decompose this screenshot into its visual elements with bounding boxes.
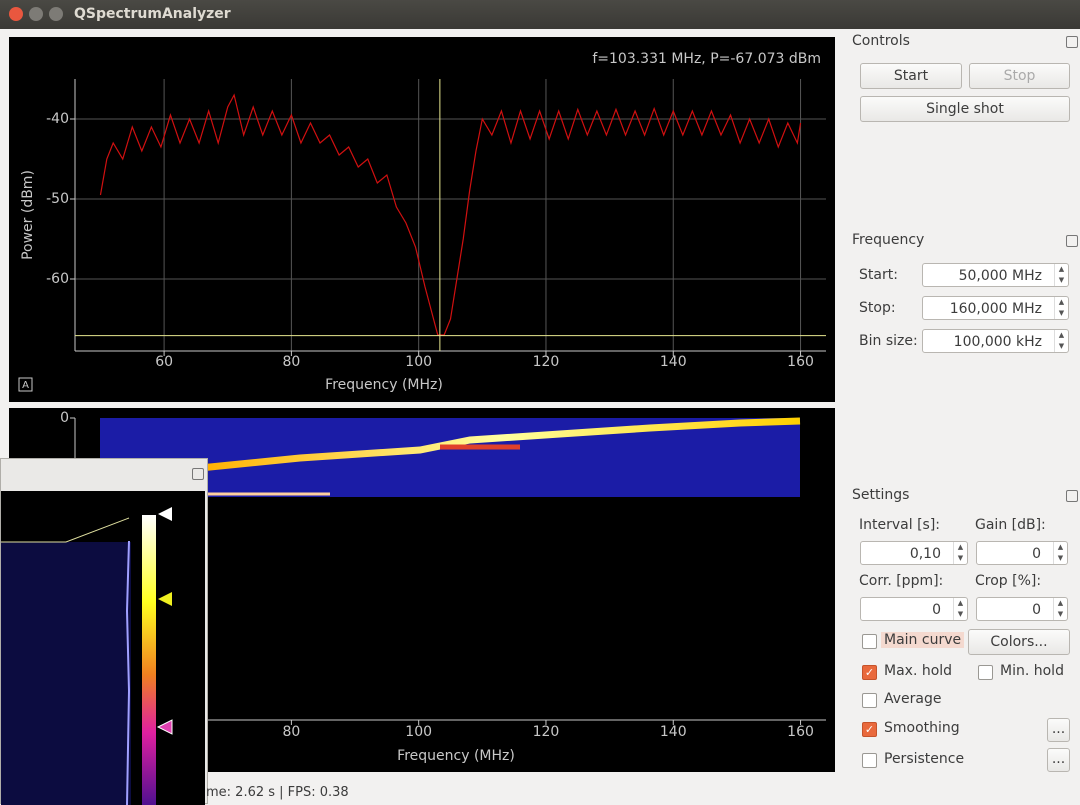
x-tick-label: 120 (533, 724, 560, 740)
checkbox[interactable] (978, 665, 993, 680)
window-title: QSpectrumAnalyzer (74, 6, 231, 22)
controls-title: Controls (852, 33, 910, 49)
status-bar: me: 2.62 s | FPS: 0.38 (206, 785, 349, 800)
x-tick-label: 100 (405, 724, 432, 740)
checkbox[interactable] (862, 634, 877, 649)
smoothing-options-button[interactable]: ... (1047, 718, 1070, 742)
checkbox-label[interactable]: Min. hold (1000, 663, 1064, 679)
x-tick-label: 80 (282, 354, 300, 370)
text-input[interactable]: 160,000 MHz ▲ ▼ (922, 296, 1069, 320)
text-input[interactable]: 50,000 MHz ▲ ▼ (922, 263, 1069, 287)
checkbox-label[interactable]: Smoothing (884, 720, 960, 736)
checkbox-label[interactable]: Main curve (881, 632, 965, 648)
y-tick-label: 0 (60, 410, 69, 426)
x-tick-label: 160 (787, 724, 814, 740)
x-tick-label: 100 (405, 354, 432, 370)
field-label: Start: (859, 267, 898, 283)
cursor-readout: f=103.331 MHz, P=-67.073 dBm (592, 51, 821, 67)
y-tick-label: -60 (46, 271, 69, 287)
checkbox-label[interactable]: Average (884, 691, 942, 707)
y-tick-label: -50 (46, 191, 69, 207)
x-tick-label: 140 (660, 354, 687, 370)
colors-button[interactable]: Colors... (968, 629, 1070, 655)
spectrum-panel (9, 37, 835, 402)
title-bar: QSpectrumAnalyzer (0, 0, 1080, 29)
persistence-options-button[interactable]: ... (1047, 748, 1070, 772)
auto-range-label[interactable]: A (22, 380, 29, 391)
float-button[interactable] (1066, 490, 1078, 502)
checkbox[interactable] (862, 753, 877, 768)
close-button[interactable] (9, 7, 23, 21)
start-button[interactable]: Start (860, 63, 962, 89)
checkbox-label[interactable]: Persistence (884, 751, 965, 767)
histogram-window (0, 458, 208, 805)
field-label: Gain [dB]: (975, 517, 1046, 533)
splitter[interactable] (422, 402, 432, 408)
x-tick-label: 80 (282, 724, 300, 740)
spin-box[interactable]: 0 ▲ ▼ (976, 597, 1068, 621)
float-button[interactable] (1066, 235, 1078, 247)
spin-box[interactable]: 0 ▲ ▼ (976, 541, 1068, 565)
y-tick-label: -40 (46, 111, 69, 127)
float-button[interactable] (1066, 36, 1078, 48)
y-axis-label: Power (dBm) (20, 170, 36, 260)
text-input[interactable]: 100,000 kHz ▲ ▼ (922, 329, 1069, 353)
x-tick-label: 160 (787, 354, 814, 370)
stop-button: Stop (969, 63, 1070, 89)
x-tick-label: 120 (533, 354, 560, 370)
field-label: Interval [s]: (859, 517, 940, 533)
waterfall-image (100, 417, 801, 497)
field-label: Bin size: (859, 333, 918, 349)
x-axis-label: Frequency (MHz) (325, 377, 443, 393)
field-label: Stop: (859, 300, 896, 316)
spin-box[interactable]: 0 ▲ ▼ (860, 597, 968, 621)
x-tick-label: 60 (155, 354, 173, 370)
x-axis-label: Frequency (MHz) (397, 748, 515, 764)
checkbox[interactable]: ✓ (862, 722, 877, 737)
checkbox[interactable] (862, 693, 877, 708)
spectrum-line (99, 93, 802, 336)
histogram (1, 491, 205, 805)
auto-range-button[interactable] (18, 377, 33, 392)
x-tick-label: 140 (660, 724, 687, 740)
checkbox-label[interactable]: Max. hold (884, 663, 953, 679)
field-label: Corr. [ppm]: (859, 573, 944, 589)
float-button[interactable] (192, 468, 204, 480)
maximize-button[interactable] (49, 7, 63, 21)
checkbox[interactable]: ✓ (862, 665, 877, 680)
spin-box[interactable]: 0,10 ▲ ▼ (860, 541, 968, 565)
frequency-title: Frequency (852, 232, 925, 248)
minimize-button[interactable] (29, 7, 43, 21)
single-shot-button[interactable]: Single shot (860, 96, 1070, 122)
field-label: Crop [%]: (975, 573, 1042, 589)
settings-title: Settings (852, 487, 910, 503)
